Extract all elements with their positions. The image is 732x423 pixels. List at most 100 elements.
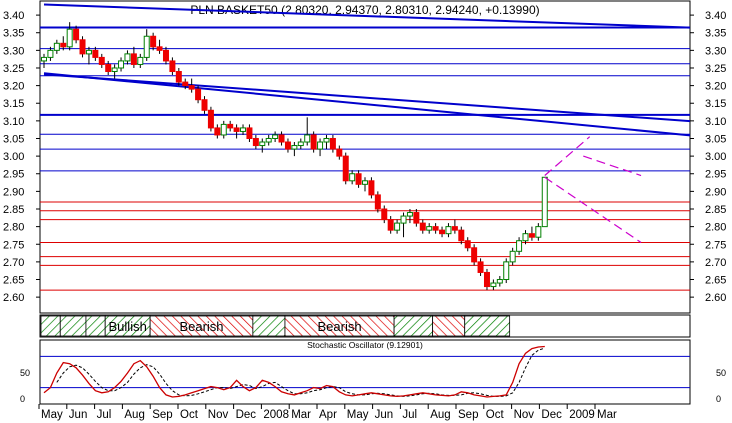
candle-up	[349, 173, 356, 182]
candle-down	[310, 134, 317, 150]
time-tick-label: May	[41, 409, 63, 421]
band-label: Bearish	[317, 319, 361, 334]
oscillator-k-line	[43, 345, 545, 398]
candle-down	[60, 42, 67, 48]
candle-down	[419, 222, 426, 231]
candle-up	[522, 233, 529, 242]
candle-down	[374, 194, 381, 210]
candle-down	[368, 180, 375, 196]
price-tick-label-left: 3.35	[3, 28, 24, 40]
candle-down	[175, 71, 182, 83]
candle-down	[528, 233, 535, 238]
candle-down	[439, 229, 446, 235]
candle-up	[297, 141, 304, 147]
candle-up	[137, 56, 144, 65]
candle-down	[169, 60, 176, 73]
bullish-band	[59, 315, 87, 337]
candle-down	[246, 127, 253, 139]
oscillator-panel: Stochastic Oscillator (9.12901) 50 50 0 0	[20, 339, 726, 405]
bullish-band	[393, 315, 434, 337]
candle-down	[233, 127, 240, 132]
candle-down	[387, 219, 394, 231]
band-label: Bearish	[179, 319, 223, 334]
bullish-band	[252, 315, 286, 337]
candle-down	[156, 46, 163, 51]
oscillator-tick-label-right: 50	[716, 368, 726, 378]
bearish-band	[432, 315, 466, 337]
sentiment-panel: Bullish Bearish Bearish	[39, 314, 691, 338]
projection-lines	[544, 136, 642, 243]
candle-down	[188, 85, 195, 90]
price-tick-label-left: 3.10	[3, 116, 24, 128]
price-tick-label-left: 3.25	[3, 63, 24, 75]
candle-down	[214, 127, 221, 136]
time-tick-label: Apr	[319, 409, 337, 421]
price-tick-label-right: 2.75	[705, 239, 726, 251]
price-tick-label-right: 2.95	[705, 169, 726, 181]
time-tick-label: Aug	[124, 409, 144, 421]
time-tick-label: Oct	[180, 409, 199, 421]
candle-down	[483, 271, 490, 288]
candle-down	[73, 28, 80, 41]
projection-line	[544, 136, 591, 176]
candle-down	[130, 53, 137, 65]
price-tick-label-right: 3.35	[705, 28, 726, 40]
price-tick-label-left: 2.60	[3, 292, 24, 304]
price-tick-label-left: 2.65	[3, 275, 24, 287]
price-tick-label-right: 3.10	[705, 116, 726, 128]
candle-down	[284, 141, 291, 150]
candle-up	[47, 49, 54, 58]
candle-up	[406, 212, 413, 217]
candle-down	[451, 226, 458, 231]
time-tick-label: Sep	[152, 409, 172, 421]
candle-down	[201, 99, 208, 111]
candle-down	[329, 137, 336, 150]
bullish-band	[85, 315, 106, 337]
candle-down	[92, 49, 99, 58]
price-tick-label-right: 3.05	[705, 133, 726, 145]
price-tick-label-left: 2.90	[3, 186, 24, 198]
price-tick-label-right: 3.40	[705, 10, 726, 22]
candle-down	[150, 35, 157, 48]
candle-down	[458, 229, 465, 242]
time-tick-label: Oct	[486, 409, 505, 421]
candle-up	[66, 28, 73, 48]
price-axis: 3.40 3.40 3.35 3.35 3.30 3.30 3.25 3.25 3.20 3.20…	[3, 10, 726, 304]
bullish-band	[40, 315, 61, 337]
price-tick-label-right: 3.20	[705, 81, 726, 93]
candle-down	[477, 261, 484, 273]
price-panel: PLN BASKET50 (2.80320, 2.94370, 2.80310,…	[3, 0, 726, 314]
candle-up	[291, 145, 298, 150]
projection-line	[544, 176, 642, 243]
candle-up	[426, 226, 433, 231]
price-tick-label-right: 2.60	[705, 292, 726, 304]
price-plot-frame	[39, 0, 691, 314]
time-tick-label: 2009	[569, 409, 595, 421]
candle-up	[503, 261, 510, 281]
price-tick-label-right: 3.25	[705, 63, 726, 75]
candle-down	[413, 212, 420, 224]
price-tick-label-left: 2.85	[3, 204, 24, 216]
time-tick-label: Jul	[402, 409, 417, 421]
candle-down	[98, 56, 105, 65]
candle-up	[394, 222, 401, 231]
candle-up	[490, 282, 497, 288]
candle-up	[509, 250, 516, 263]
oscillator-tick-label-left: 50	[20, 368, 30, 378]
oscillator-title: Stochastic Oscillator (9.12901)	[307, 340, 423, 350]
trend-line	[43, 72, 690, 137]
candle-up	[41, 56, 47, 62]
price-tick-label-left: 2.95	[3, 169, 24, 181]
price-tick-label-right: 3.15	[705, 98, 726, 110]
time-tick-label: Sep	[458, 409, 478, 421]
price-tick-label-left: 2.75	[3, 239, 24, 251]
time-tick-label: 2008	[263, 409, 289, 421]
price-tick-label-right: 2.70	[705, 257, 726, 269]
oscillator-d-line	[56, 347, 545, 397]
price-tick-label-right: 2.90	[705, 186, 726, 198]
trend-lines	[43, 3, 690, 137]
candle-up	[111, 67, 118, 73]
time-tick-label: Mar	[597, 409, 617, 421]
sentiment-bands: Bullish Bearish Bearish	[40, 315, 511, 337]
